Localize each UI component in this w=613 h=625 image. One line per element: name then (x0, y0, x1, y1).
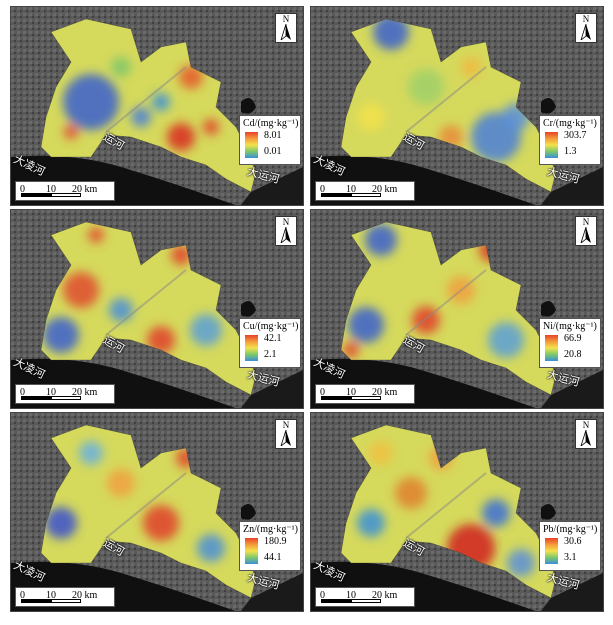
scale-tick-0: 0 (320, 590, 325, 601)
scale-bar-segment (351, 396, 381, 400)
legend-title: Cd/(mg·kg⁻¹) (243, 118, 299, 129)
scale-tick-10: 10 (46, 184, 56, 195)
legend-max: 8.01 (264, 130, 282, 141)
scale-tick-20: 20 km (372, 590, 398, 601)
scale-tick-0: 0 (320, 184, 325, 195)
legend-max: 303.7 (564, 130, 587, 141)
north-label: N (282, 217, 290, 227)
color-ramp (245, 335, 258, 361)
north-label: N (582, 14, 590, 24)
legend-title: Cu/(mg·kg⁻¹) (243, 321, 299, 332)
color-ramp (545, 538, 558, 564)
north-arrow-icon (580, 24, 591, 40)
scale-bar-segment (351, 193, 381, 197)
scale-bar: 0 10 20 km (15, 384, 115, 404)
north-arrow-icon (280, 227, 291, 243)
color-ramp (245, 538, 258, 564)
legend-title: Pb/(mg·kg⁻¹) (543, 524, 598, 535)
north-arrow: N (575, 13, 597, 43)
north-label: N (282, 14, 290, 24)
north-arrow: N (275, 419, 297, 449)
map-graphic (311, 413, 603, 611)
north-arrow: N (575, 419, 597, 449)
legend: Pb/(mg·kg⁻¹) 30.6 3.1 (539, 521, 601, 571)
north-arrow-icon (580, 430, 591, 446)
scale-tick-20: 20 km (372, 387, 398, 398)
scale-bar-segment (21, 599, 51, 603)
scale-bar-segment (51, 396, 81, 400)
legend-max: 30.6 (564, 536, 582, 547)
map-panel-pb: N Pb/(mg·kg⁻¹) 30.6 3.1 大凌河 运河 大运河 0 10 … (310, 412, 604, 612)
color-ramp (545, 132, 558, 158)
scale-bar: 0 10 20 km (15, 587, 115, 607)
map-panel-cu: N Cu/(mg·kg⁻¹) 42.1 2.1 大凌河 运河 大运河 0 10 … (10, 209, 304, 409)
north-arrow: N (275, 13, 297, 43)
map-graphic (11, 413, 303, 611)
legend-max: 66.9 (564, 333, 582, 344)
legend-min: 0.01 (264, 146, 282, 157)
scale-bar: 0 10 20 km (315, 181, 415, 201)
legend-title: Cr/(mg·kg⁻¹) (543, 118, 597, 129)
map-panel-cd: N Cd/(mg·kg⁻¹) 8.01 0.01 大凌河 运河 大运河 0 10… (10, 6, 304, 206)
north-arrow-icon (280, 430, 291, 446)
color-ramp (245, 132, 258, 158)
north-arrow-icon (580, 227, 591, 243)
scale-bar-segment (21, 193, 51, 197)
legend: Zn/(mg·kg⁻¹) 180.9 44.1 (239, 521, 301, 571)
legend: Ni/(mg·kg⁻¹) 66.9 20.8 (539, 318, 601, 368)
legend-title: Zn/(mg·kg⁻¹) (243, 524, 298, 535)
scale-tick-10: 10 (46, 387, 56, 398)
scale-bar-segment (321, 396, 351, 400)
scale-tick-20: 20 km (372, 184, 398, 195)
legend-min: 1.3 (564, 146, 577, 157)
scale-bar-segment (321, 193, 351, 197)
legend: Cu/(mg·kg⁻¹) 42.1 2.1 (239, 318, 301, 368)
scale-tick-20: 20 km (72, 590, 98, 601)
legend: Cd/(mg·kg⁻¹) 8.01 0.01 (239, 115, 301, 165)
map-graphic (311, 210, 603, 408)
scale-tick-0: 0 (320, 387, 325, 398)
north-label: N (282, 420, 290, 430)
north-arrow: N (575, 216, 597, 246)
scale-bar-segment (21, 396, 51, 400)
scale-tick-0: 0 (20, 590, 25, 601)
map-panel-ni: N Ni/(mg·kg⁻¹) 66.9 20.8 大凌河 运河 大运河 0 10… (310, 209, 604, 409)
scale-bar: 0 10 20 km (315, 384, 415, 404)
scale-bar: 0 10 20 km (315, 587, 415, 607)
map-graphic (11, 210, 303, 408)
color-ramp (545, 335, 558, 361)
map-graphic (11, 7, 303, 205)
scale-tick-0: 0 (20, 184, 25, 195)
legend-min: 3.1 (564, 552, 577, 563)
scale-bar-segment (351, 599, 381, 603)
legend-min: 44.1 (264, 552, 282, 563)
scale-tick-10: 10 (46, 590, 56, 601)
legend-max: 180.9 (264, 536, 287, 547)
scale-tick-10: 10 (346, 184, 356, 195)
scale-tick-10: 10 (346, 387, 356, 398)
scale-tick-10: 10 (346, 590, 356, 601)
scale-bar-segment (321, 599, 351, 603)
legend-title: Ni/(mg·kg⁻¹) (543, 321, 597, 332)
scale-bar: 0 10 20 km (15, 181, 115, 201)
map-panel-cr: N Cr/(mg·kg⁻¹) 303.7 1.3 大凌河 运河 大运河 0 10… (310, 6, 604, 206)
scale-bar-segment (51, 193, 81, 197)
legend-min: 20.8 (564, 349, 582, 360)
legend-min: 2.1 (264, 349, 277, 360)
scale-tick-20: 20 km (72, 184, 98, 195)
north-label: N (582, 217, 590, 227)
map-panel-zn: N Zn/(mg·kg⁻¹) 180.9 44.1 大凌河 运河 大运河 0 1… (10, 412, 304, 612)
north-label: N (582, 420, 590, 430)
scale-bar-segment (51, 599, 81, 603)
scale-tick-0: 0 (20, 387, 25, 398)
legend: Cr/(mg·kg⁻¹) 303.7 1.3 (539, 115, 601, 165)
north-arrow: N (275, 216, 297, 246)
scale-tick-20: 20 km (72, 387, 98, 398)
north-arrow-icon (280, 24, 291, 40)
legend-max: 42.1 (264, 333, 282, 344)
